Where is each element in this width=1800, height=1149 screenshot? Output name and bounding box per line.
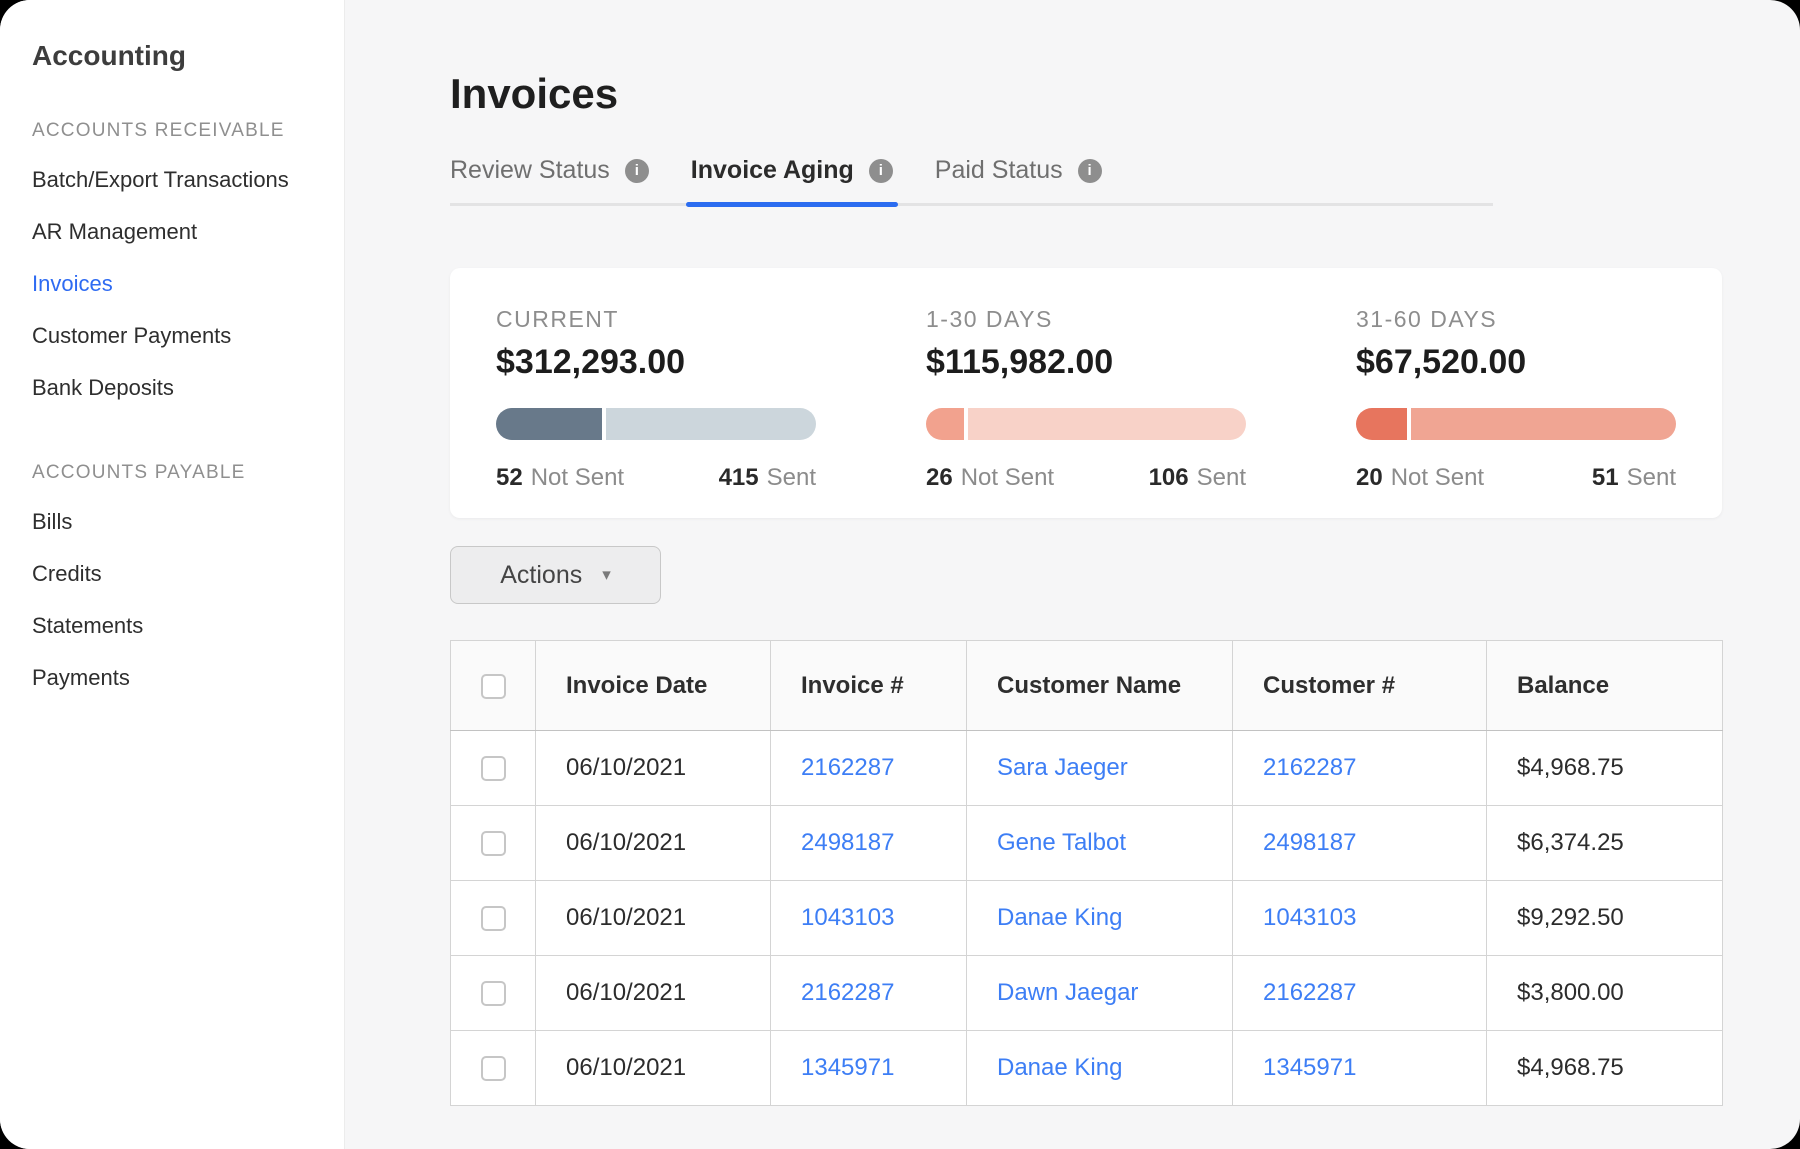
customer-name-link[interactable]: Sara Jaeger — [997, 754, 1128, 781]
table-row: 06/10/2021 1043103 Danae King 1043103 $9… — [451, 881, 1723, 956]
not-sent-count: 52Not Sent — [496, 464, 624, 492]
sidebar-item-ar-management[interactable]: AR Management — [32, 206, 324, 258]
row-checkbox[interactable] — [481, 1056, 506, 1081]
invoice-number-link[interactable]: 2498187 — [801, 829, 894, 856]
select-all-checkbox[interactable] — [481, 674, 506, 699]
balance-cell: $9,292.50 — [1487, 881, 1723, 956]
sidebar-item-bills[interactable]: Bills — [32, 496, 324, 548]
invoices-table: Invoice DateInvoice #Customer NameCustom… — [450, 640, 1723, 1106]
invoice-date-cell: 06/10/2021 — [536, 806, 771, 881]
sidebar-item-invoices[interactable]: Invoices — [32, 258, 324, 310]
tab-paid-status[interactable]: Paid Status i — [935, 156, 1102, 185]
tab-invoice-aging[interactable]: Invoice Aging i — [691, 156, 893, 185]
sent-count: 51Sent — [1592, 464, 1676, 492]
balance-cell: $6,374.25 — [1487, 806, 1723, 881]
column-header-customer: Customer # — [1233, 641, 1487, 731]
column-header-invoice-date: Invoice Date — [536, 641, 771, 731]
bar-sent-segment — [968, 408, 1246, 440]
bucket-amount: $115,982.00 — [926, 343, 1246, 382]
sidebar: Accounting ACCOUNTS RECEIVABLE Batch/Exp… — [0, 0, 345, 1149]
bucket-label: 31-60 DAYS — [1356, 306, 1676, 333]
invoice-number-link[interactable]: 2162287 — [801, 754, 894, 781]
aging-bucket-31-60-days: 31-60 DAYS $67,520.00 20Not Sent 51Sent — [1356, 306, 1676, 492]
sidebar-section-label: ACCOUNTS RECEIVABLE — [32, 120, 324, 142]
row-checkbox[interactable] — [481, 831, 506, 856]
customer-name-link[interactable]: Gene Talbot — [997, 829, 1126, 856]
tabs-row: Review Status i Invoice Aging i Paid Sta… — [450, 156, 1493, 206]
customer-name-link[interactable]: Danae King — [997, 1054, 1122, 1081]
info-icon[interactable]: i — [869, 159, 893, 183]
invoice-number-link[interactable]: 1345971 — [801, 1054, 894, 1081]
customer-name-link[interactable]: Dawn Jaegar — [997, 979, 1138, 1006]
aging-summary-card: CURRENT $312,293.00 52Not Sent 415Sent 1… — [450, 268, 1722, 518]
invoice-number-link[interactable]: 2162287 — [801, 979, 894, 1006]
progress-bar — [926, 408, 1246, 440]
bucket-label: CURRENT — [496, 306, 816, 333]
sidebar-item-batch-export-transactions[interactable]: Batch/Export Transactions — [32, 154, 324, 206]
tab-review-status[interactable]: Review Status i — [450, 156, 649, 185]
bar-not-sent-segment — [496, 408, 602, 440]
bucket-label: 1-30 DAYS — [926, 306, 1246, 333]
balance-cell: $4,968.75 — [1487, 1031, 1723, 1106]
table-row: 06/10/2021 1345971 Danae King 1345971 $4… — [451, 1031, 1723, 1106]
bar-sent-segment — [606, 408, 816, 440]
customer-number-link[interactable]: 2162287 — [1263, 979, 1356, 1006]
invoice-date-cell: 06/10/2021 — [536, 881, 771, 956]
sidebar-sections: ACCOUNTS RECEIVABLE Batch/Export Transac… — [32, 120, 324, 704]
table-row: 06/10/2021 2162287 Dawn Jaegar 2162287 $… — [451, 956, 1723, 1031]
sidebar-item-statements[interactable]: Statements — [32, 600, 324, 652]
bar-sent-segment — [1411, 408, 1676, 440]
column-header-balance: Balance — [1487, 641, 1723, 731]
sidebar-item-customer-payments[interactable]: Customer Payments — [32, 310, 324, 362]
row-checkbox[interactable] — [481, 756, 506, 781]
bar-not-sent-segment — [926, 408, 964, 440]
actions-button-label: Actions — [500, 561, 582, 590]
main-content: Invoices Review Status i Invoice Aging i… — [345, 0, 1800, 1149]
sent-count: 106Sent — [1149, 464, 1246, 492]
info-icon[interactable]: i — [625, 159, 649, 183]
balance-cell: $4,968.75 — [1487, 731, 1723, 806]
customer-number-link[interactable]: 2162287 — [1263, 754, 1356, 781]
actions-button[interactable]: Actions ▾ — [450, 546, 661, 604]
table-row: 06/10/2021 2498187 Gene Talbot 2498187 $… — [451, 806, 1723, 881]
column-header-invoice: Invoice # — [771, 641, 967, 731]
app-window: Accounting ACCOUNTS RECEIVABLE Batch/Exp… — [0, 0, 1800, 1149]
row-checkbox[interactable] — [481, 981, 506, 1006]
not-sent-count: 26Not Sent — [926, 464, 1054, 492]
sidebar-item-credits[interactable]: Credits — [32, 548, 324, 600]
select-all-header-cell — [451, 641, 536, 731]
sidebar-item-payments[interactable]: Payments — [32, 652, 324, 704]
tab-label: Paid Status — [935, 156, 1063, 185]
page-title: Invoices — [450, 70, 1723, 118]
progress-bar — [496, 408, 816, 440]
invoice-number-link[interactable]: 1043103 — [801, 904, 894, 931]
customer-number-link[interactable]: 1345971 — [1263, 1054, 1356, 1081]
customer-number-link[interactable]: 1043103 — [1263, 904, 1356, 931]
sidebar-section-label: ACCOUNTS PAYABLE — [32, 462, 324, 484]
row-checkbox[interactable] — [481, 906, 506, 931]
bar-not-sent-segment — [1356, 408, 1407, 440]
invoice-date-cell: 06/10/2021 — [536, 731, 771, 806]
progress-bar — [1356, 408, 1676, 440]
info-icon[interactable]: i — [1078, 159, 1102, 183]
balance-cell: $3,800.00 — [1487, 956, 1723, 1031]
tab-label: Invoice Aging — [691, 156, 854, 185]
column-header-customer-name: Customer Name — [967, 641, 1233, 731]
sidebar-item-bank-deposits[interactable]: Bank Deposits — [32, 362, 324, 414]
aging-bucket-1-30-days: 1-30 DAYS $115,982.00 26Not Sent 106Sent — [926, 306, 1246, 492]
not-sent-count: 20Not Sent — [1356, 464, 1484, 492]
chevron-down-icon: ▾ — [602, 565, 611, 585]
sent-count: 415Sent — [719, 464, 816, 492]
invoice-date-cell: 06/10/2021 — [536, 1031, 771, 1106]
table-header-row: Invoice DateInvoice #Customer NameCustom… — [451, 641, 1723, 731]
customer-name-link[interactable]: Danae King — [997, 904, 1122, 931]
bucket-amount: $67,520.00 — [1356, 343, 1676, 382]
aging-bucket-current: CURRENT $312,293.00 52Not Sent 415Sent — [496, 306, 816, 492]
invoice-date-cell: 06/10/2021 — [536, 956, 771, 1031]
sidebar-title: Accounting — [32, 40, 324, 72]
bucket-amount: $312,293.00 — [496, 343, 816, 382]
table-row: 06/10/2021 2162287 Sara Jaeger 2162287 $… — [451, 731, 1723, 806]
tab-label: Review Status — [450, 156, 610, 185]
customer-number-link[interactable]: 2498187 — [1263, 829, 1356, 856]
